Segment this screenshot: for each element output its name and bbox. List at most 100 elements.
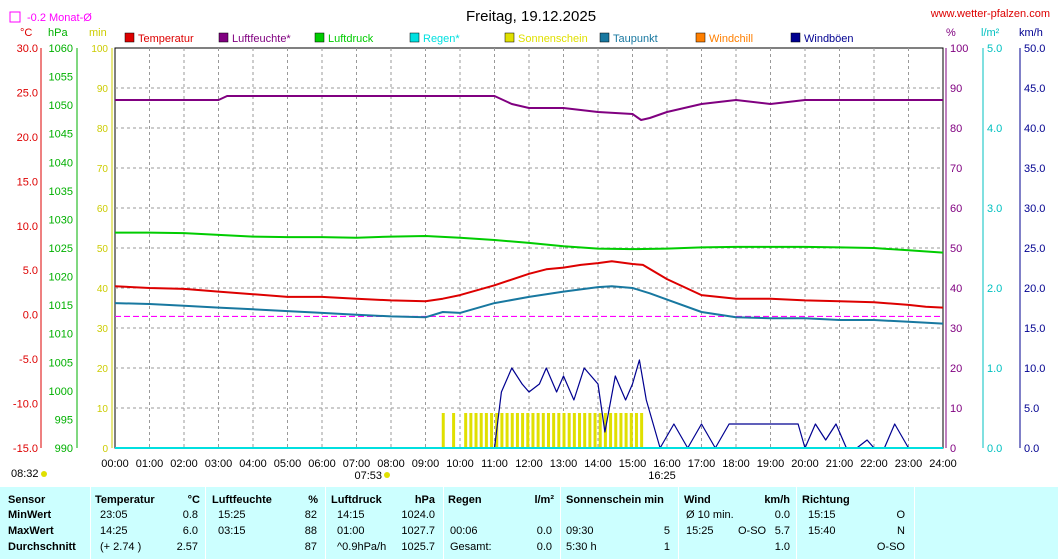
stats-value: 15:15 xyxy=(808,509,836,521)
stats-header: Wind xyxy=(684,494,711,506)
sunshine-bar xyxy=(479,413,483,448)
stats-column-separator xyxy=(796,487,797,559)
stats-value: 1 xyxy=(663,541,670,553)
stats-header: l/m² xyxy=(534,494,554,506)
axis-tick-label: 40 xyxy=(950,283,962,295)
temp-axis-unit: °C xyxy=(20,27,32,39)
axis-tick-label: 10.0 xyxy=(17,221,38,233)
sunset-label: 16:25 xyxy=(648,470,676,482)
humidity-axis-unit: % xyxy=(946,27,956,39)
stats-value: 15:25 xyxy=(218,509,246,521)
stats-column-separator xyxy=(560,487,561,559)
x-tick-label: 12:00 xyxy=(515,458,543,470)
chart-axes: 30.0 25.0 20.0 15.0 10.0 5.0 0.0 -5.0 -10.0 -15.0… xyxy=(13,43,1046,470)
sun-axis-unit: min xyxy=(89,27,107,39)
stats-column-separator xyxy=(914,487,915,559)
stats-header: km/h xyxy=(764,494,790,506)
stats-header: Richtung xyxy=(802,494,850,506)
x-tick-label: 23:00 xyxy=(895,458,923,470)
axis-tick-label: -10.0 xyxy=(13,399,38,411)
x-tick-label: 14:00 xyxy=(584,458,612,470)
stats-row-label: MinWert xyxy=(8,509,52,521)
series-line xyxy=(114,260,944,309)
stats-header: hPa xyxy=(414,494,435,506)
axis-tick-label: 5.0 xyxy=(987,43,1002,55)
axis-tick-label: 10 xyxy=(97,404,109,415)
sunrise-icon xyxy=(384,472,390,478)
chart-grid xyxy=(114,47,944,449)
axis-tick-label: 15.0 xyxy=(1024,323,1045,335)
legend-swatch xyxy=(124,32,135,43)
axis-tick-label: 60 xyxy=(97,204,109,215)
axis-tick-label: 3.0 xyxy=(987,203,1002,215)
series-line xyxy=(114,285,944,325)
axis-tick-label: 40 xyxy=(97,284,109,295)
stats-column-separator xyxy=(90,487,91,559)
legend-label: Sonnenschein xyxy=(518,33,588,45)
axis-tick-label: 10.0 xyxy=(1024,363,1045,375)
site-url[interactable]: www.wetter-pfalzen.com xyxy=(930,8,1050,20)
x-tick-label: 09:00 xyxy=(412,458,440,470)
legend-swatch xyxy=(409,32,420,43)
stats-table: Sensor Temperatur °C Luftfeuchte% Luftdruck h… xyxy=(0,487,1058,559)
sunshine-bar xyxy=(531,413,535,448)
axis-tick-label: 0.0 xyxy=(1024,443,1039,455)
legend-swatch xyxy=(790,32,801,43)
sunshine-bar xyxy=(474,413,478,448)
sunshine-bar xyxy=(588,413,592,448)
sunshine-bar xyxy=(526,413,530,448)
axis-tick-label: 990 xyxy=(55,443,73,455)
legend-label: Temperatur xyxy=(138,33,194,45)
legend-swatch xyxy=(695,32,706,43)
stats-value: 0.0 xyxy=(536,541,552,553)
stats-value: 0.0 xyxy=(536,525,552,537)
stats-column-separator xyxy=(443,487,444,559)
x-tick-label: 03:00 xyxy=(205,458,233,470)
axis-tick-label: 20 xyxy=(950,363,962,375)
first-light-icon xyxy=(41,471,47,477)
stats-value: O-SO xyxy=(738,525,767,537)
axis-tick-label: 40.0 xyxy=(1024,123,1045,135)
stats-row-label: Durchschnitt xyxy=(8,541,76,553)
axis-tick-label: 1000 xyxy=(49,386,73,398)
axis-tick-label: 0.0 xyxy=(987,443,1002,455)
stats-value: 5:30 h xyxy=(566,541,597,553)
axis-tick-label: 1020 xyxy=(49,272,73,284)
sunshine-bar xyxy=(640,413,644,448)
sunshine-bar xyxy=(464,413,468,448)
axis-tick-label: 10 xyxy=(950,403,962,415)
axis-tick-label: 80 xyxy=(97,124,109,135)
stats-value: 01:00 xyxy=(337,525,365,537)
stats-value: O-SO xyxy=(876,541,905,553)
stats-value: Ø 10 min. xyxy=(686,509,734,521)
stats-value: 1027.7 xyxy=(401,525,435,537)
axis-tick-label: 50 xyxy=(97,244,109,255)
sunshine-bar xyxy=(557,413,561,448)
axis-tick-label: 1.0 xyxy=(987,363,1002,375)
x-tick-label: 18:00 xyxy=(722,458,750,470)
x-tick-label: 17:00 xyxy=(688,458,716,470)
x-tick-label: 16:00 xyxy=(653,458,681,470)
axis-tick-label: 35.0 xyxy=(1024,163,1045,175)
axis-tick-label: 90 xyxy=(97,84,109,95)
stats-header: % xyxy=(308,494,318,506)
stats-value: 09:30 xyxy=(566,525,594,537)
monthly-avg-label: -0.2 Monat-Ø xyxy=(27,12,92,24)
legend-label: Windböen xyxy=(804,33,854,45)
x-tick-label: 15:00 xyxy=(619,458,647,470)
axis-tick-label: 995 xyxy=(55,414,73,426)
stats-value: 1024.0 xyxy=(401,509,435,521)
sunshine-bar xyxy=(619,413,623,448)
legend-label: Luftdruck xyxy=(328,33,374,45)
axis-tick-label: 1035 xyxy=(49,186,73,198)
sunshine-bar xyxy=(583,413,587,448)
axis-tick-label: 1040 xyxy=(49,157,73,169)
x-tick-label: 00:00 xyxy=(101,458,129,470)
sunshine-bar xyxy=(634,413,638,448)
stats-value: 00:06 xyxy=(450,525,478,537)
x-tick-label: 01:00 xyxy=(136,458,164,470)
axis-tick-label: 30.0 xyxy=(1024,203,1045,215)
axis-tick-label: 1055 xyxy=(49,72,73,84)
axis-tick-label: 1025 xyxy=(49,243,73,255)
sunshine-bar xyxy=(572,413,576,448)
